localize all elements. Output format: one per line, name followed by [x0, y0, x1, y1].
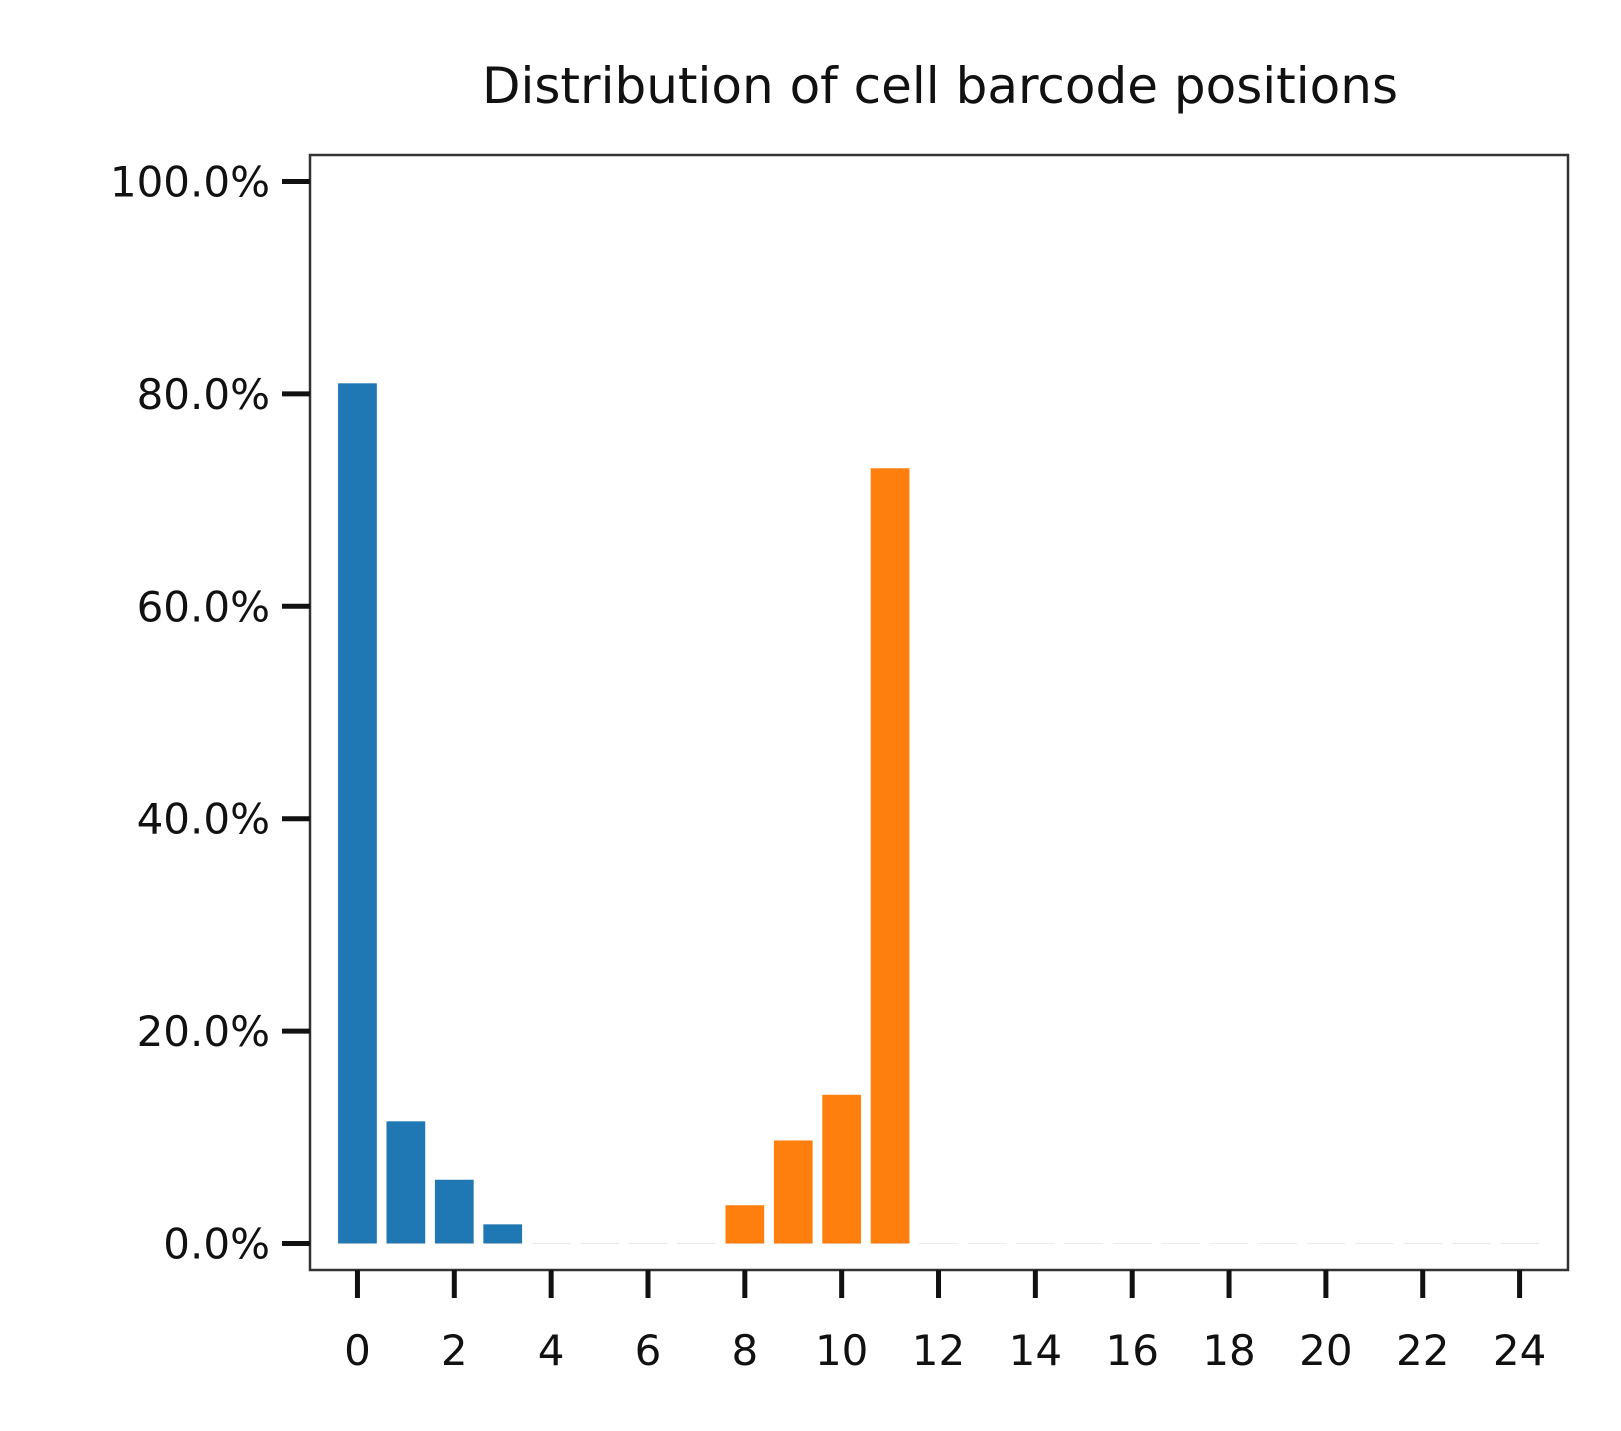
bar-series1-pos-15 — [1064, 1243, 1104, 1245]
bar-series1-pos-12 — [919, 1243, 958, 1245]
bar-series0-pos-4 — [531, 1243, 571, 1245]
bar-series0-pos-6 — [628, 1243, 668, 1245]
x-tick-label: 6 — [635, 1326, 662, 1375]
bar-series1-pos-9 — [773, 1140, 813, 1244]
bar-series0-pos-8 — [725, 1243, 765, 1245]
bar-series0-pos-23 — [1451, 1243, 1491, 1245]
bar-series1-pos-1 — [386, 1243, 426, 1245]
x-tick-label: 0 — [344, 1326, 371, 1375]
plot-frame — [308, 153, 1570, 1272]
bar-series0-pos-13 — [967, 1243, 1007, 1245]
bar-series0-pos-3 — [483, 1224, 523, 1244]
bar-series1-pos-7 — [677, 1243, 716, 1245]
bar-series1-pos-6 — [628, 1243, 668, 1245]
y-axis: 0.0% 20.0% 40.0% 60.0% 80.0% 100.0% — [110, 158, 310, 1268]
bar-series1-pos-24 — [1500, 1243, 1539, 1245]
x-tick-label: 10 — [815, 1326, 868, 1375]
x-axis: 0 2 4 6 8 10 12 14 16 18 20 22 24 — [344, 1270, 1546, 1375]
bar-series0-pos-24 — [1500, 1243, 1539, 1245]
bar-series1-pos-23 — [1451, 1243, 1491, 1245]
bar-series0-pos-20 — [1306, 1243, 1346, 1245]
bar-series0-pos-21 — [1354, 1243, 1394, 1245]
bar-series0-pos-18 — [1209, 1243, 1249, 1245]
bar-series0-pos-12 — [919, 1243, 958, 1245]
bar-series0-pos-22 — [1403, 1243, 1443, 1245]
bar-series1-pos-2 — [434, 1243, 474, 1245]
bar-series1-pos-20 — [1306, 1243, 1346, 1245]
bar-series0-pos-9 — [773, 1243, 813, 1245]
bars-group — [338, 383, 1539, 1245]
y-tick-label: 100.0% — [110, 158, 270, 207]
bar-series1-pos-11 — [870, 468, 910, 1244]
bar-series1-pos-14 — [1015, 1243, 1055, 1245]
bar-series1-pos-22 — [1403, 1243, 1443, 1245]
bar-series1-pos-13 — [967, 1243, 1007, 1245]
x-tick-label: 4 — [538, 1326, 565, 1375]
y-tick-label: 40.0% — [137, 795, 270, 844]
y-tick-label: 20.0% — [137, 1007, 270, 1056]
bar-series1-pos-3 — [483, 1243, 523, 1245]
bar-series0-pos-5 — [580, 1243, 619, 1245]
x-tick-label: 18 — [1202, 1326, 1255, 1375]
bar-series1-pos-10 — [822, 1094, 862, 1244]
x-tick-label: 14 — [1009, 1326, 1062, 1375]
bar-series0-pos-7 — [677, 1243, 716, 1245]
bar-series0-pos-15 — [1064, 1243, 1104, 1245]
x-tick-label: 8 — [731, 1326, 758, 1375]
bar-series0-pos-11 — [870, 1243, 910, 1245]
y-tick-label: 60.0% — [137, 582, 270, 631]
bar-series1-pos-16 — [1112, 1243, 1152, 1245]
bar-series0-pos-2 — [434, 1179, 474, 1244]
x-tick-label: 24 — [1493, 1326, 1546, 1375]
bar-series1-pos-21 — [1354, 1243, 1394, 1245]
x-tick-label: 12 — [912, 1326, 965, 1375]
bar-series0-pos-17 — [1161, 1243, 1200, 1245]
bar-series0-pos-10 — [822, 1243, 862, 1245]
bar-series1-pos-19 — [1258, 1243, 1297, 1245]
bar-series0-pos-0 — [338, 383, 377, 1244]
bar-series0-pos-14 — [1015, 1243, 1055, 1245]
bar-series0-pos-19 — [1258, 1243, 1297, 1245]
bar-series0-pos-1 — [386, 1121, 426, 1244]
bar-series1-pos-5 — [580, 1243, 619, 1245]
x-tick-label: 2 — [441, 1326, 468, 1375]
x-tick-label: 16 — [1105, 1326, 1158, 1375]
bar-series1-pos-17 — [1161, 1243, 1200, 1245]
x-tick-label: 22 — [1396, 1326, 1449, 1375]
bar-series0-pos-16 — [1112, 1243, 1152, 1245]
bar-series1-pos-0 — [338, 1243, 377, 1245]
bar-series1-pos-4 — [531, 1243, 571, 1245]
x-tick-label: 20 — [1299, 1326, 1352, 1375]
chart-title: Distribution of cell barcode positions — [482, 57, 1398, 115]
y-tick-label: 80.0% — [137, 370, 270, 419]
y-tick-label: 0.0% — [163, 1219, 270, 1268]
bar-series1-pos-18 — [1209, 1243, 1249, 1245]
bar-series1-pos-8 — [725, 1205, 765, 1244]
